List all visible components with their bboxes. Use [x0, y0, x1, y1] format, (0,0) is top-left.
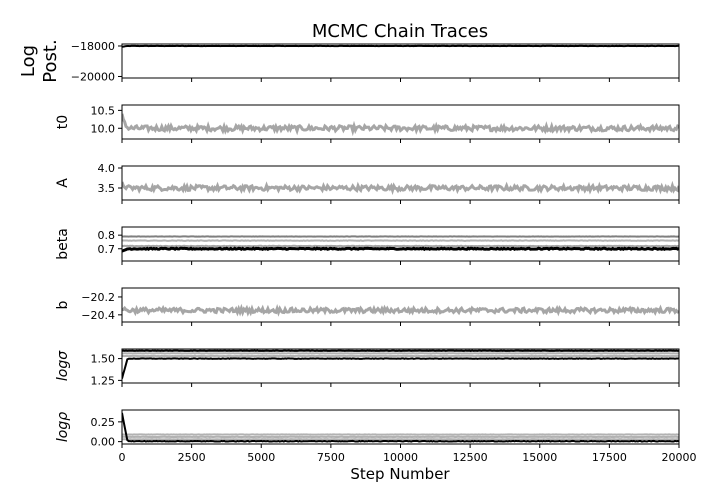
panel-3: 3.5 4.0 A — [55, 162, 680, 204]
trace-line — [122, 244, 679, 248]
y-tick-label: 0.7 — [98, 243, 116, 256]
y-tick-label: 1.50 — [91, 353, 116, 366]
y-tick-label: 4.0 — [98, 162, 116, 175]
y-axis-label: b — [55, 300, 71, 309]
y-axis-label: LogPost. — [18, 39, 61, 82]
y-tick-label: 10.0 — [91, 122, 116, 135]
x-tick-label: 5000 — [247, 451, 275, 464]
trace-panels: −20000 −18000 LogPost. 10.0 10.5 t0 3.5 4.0 A 0.7… — [18, 39, 697, 464]
panel-1: −20000 −18000 LogPost. — [18, 39, 680, 83]
panel-frame — [121, 226, 680, 262]
y-tick-label: 0.00 — [91, 436, 116, 449]
panel-frame — [121, 104, 680, 140]
x-tick-label: 20000 — [662, 451, 697, 464]
panel-6: 1.25 1.50 logσ — [55, 348, 680, 387]
panel-5: −20.4 −20.2 b — [55, 287, 680, 326]
y-axis-label: t0 — [55, 115, 71, 129]
x-tick-label: 10000 — [383, 451, 418, 464]
trace-line — [122, 246, 679, 253]
panel-frame — [121, 43, 680, 79]
x-tick-label: 2500 — [178, 451, 206, 464]
y-tick-label: −20000 — [71, 70, 115, 83]
trace-line — [122, 357, 679, 379]
panel-frame — [121, 165, 680, 201]
x-axis-label: Step Number — [350, 465, 450, 483]
x-tick-label: 15000 — [522, 451, 557, 464]
y-tick-label: −18000 — [71, 40, 115, 53]
chart-title: MCMC Chain Traces — [312, 21, 488, 42]
y-tick-label: −20.4 — [81, 309, 115, 322]
trace-line — [122, 239, 679, 242]
y-tick-label: 0.25 — [91, 416, 116, 429]
panel-frame — [121, 287, 680, 323]
trace-line — [122, 113, 679, 137]
panel-2: 10.0 10.5 t0 — [55, 104, 680, 143]
y-tick-label: −20.2 — [81, 291, 115, 304]
panel-7: 0.00 0.25 0 2500 5000 7500 10000 12500 15000 1750… — [55, 409, 697, 464]
trace-line — [122, 44, 679, 48]
y-axis-label: beta — [55, 228, 71, 260]
y-tick-label: 0.8 — [98, 229, 116, 242]
y-tick-label: 10.5 — [91, 104, 116, 117]
x-tick-label: 12500 — [453, 451, 488, 464]
y-axis-label: logρ — [55, 412, 71, 442]
y-axis-label: A — [55, 178, 71, 188]
x-tick-label: 17500 — [592, 451, 627, 464]
trace-line — [122, 180, 679, 196]
trace-line — [122, 412, 679, 443]
x-tick-label: 0 — [119, 451, 126, 464]
y-axis-label: logσ — [55, 350, 71, 381]
trace-line — [122, 303, 679, 317]
x-tick-label: 7500 — [317, 451, 345, 464]
y-tick-label: 1.25 — [91, 374, 116, 387]
y-tick-label: 3.5 — [98, 182, 116, 195]
panel-4: 0.70.8 beta — [55, 226, 680, 265]
